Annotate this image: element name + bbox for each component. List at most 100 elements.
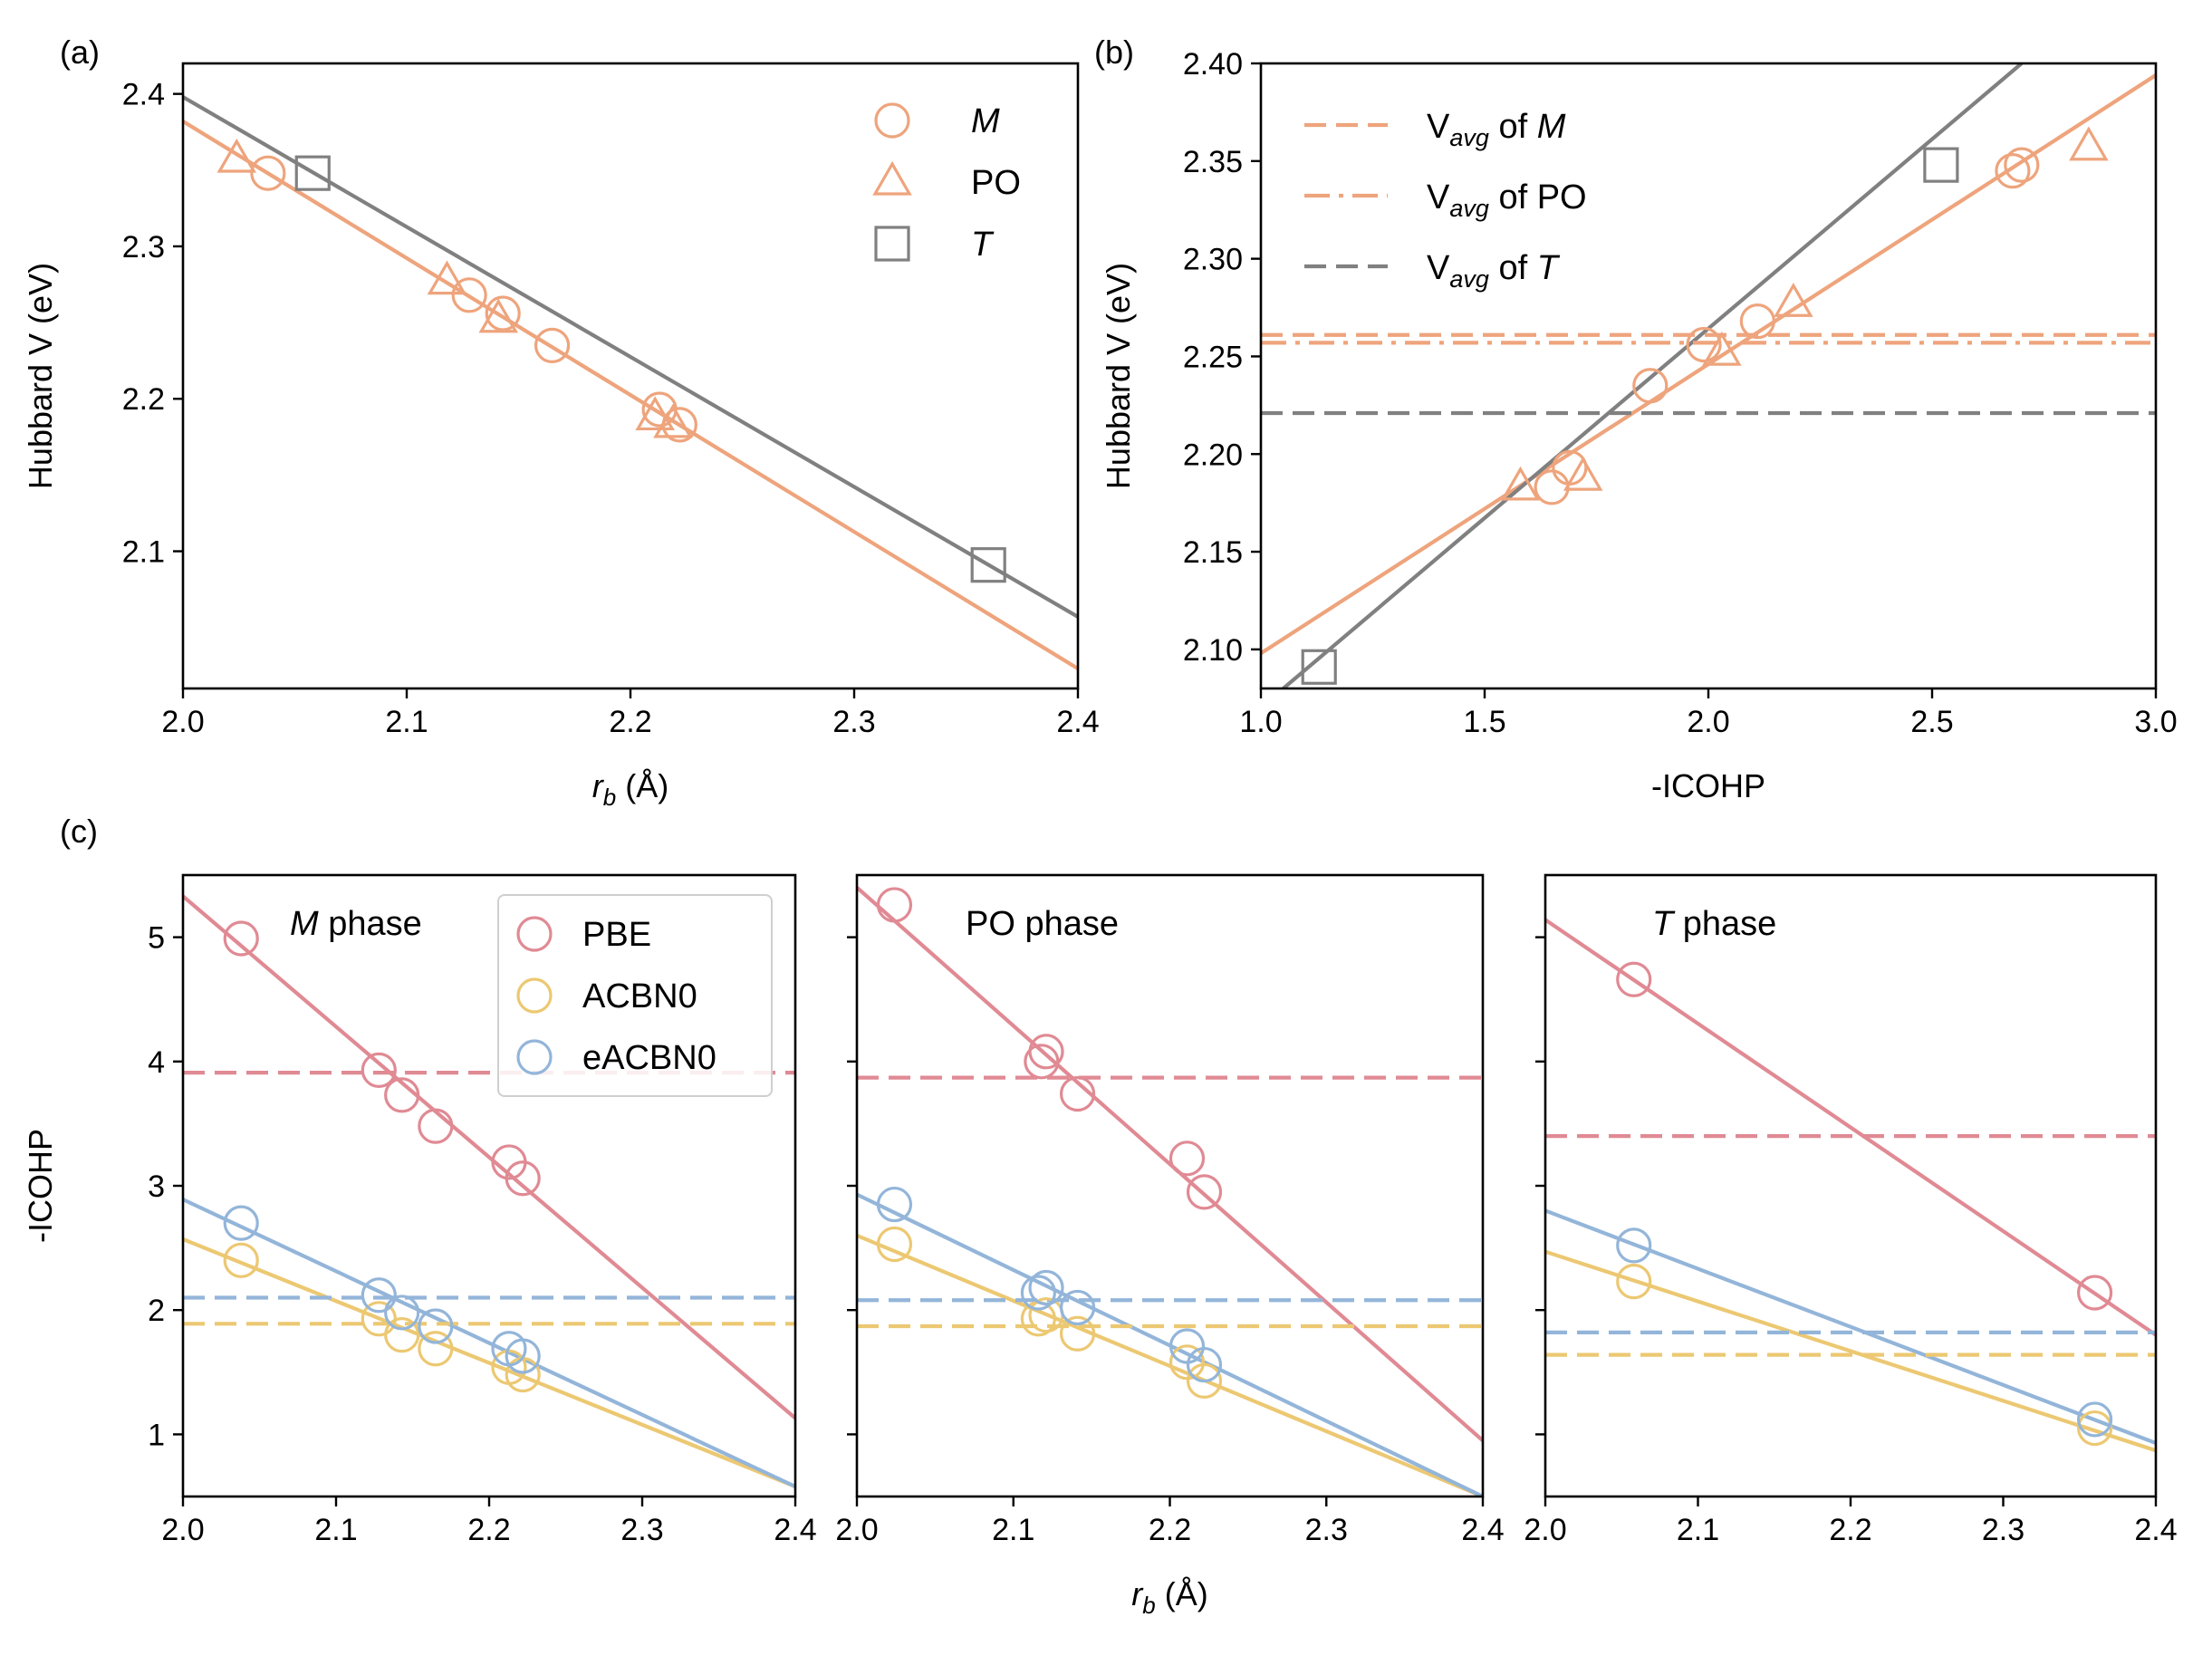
ytick-label-c1-0: 1 [148,1418,165,1452]
point-a-PO-1 [427,260,467,295]
point-c1-PBE-5 [505,1160,541,1197]
line-a-1 [183,95,1078,619]
point-a-T-0 [294,155,331,191]
point-c1-eACBN0-1 [361,1277,397,1314]
point-c1-PBE-3 [418,1108,454,1144]
legend-b-pre-2: V [1427,249,1450,287]
legend-a-label-PO: PO [971,164,1021,202]
xtick-label-c1-4: 2.4 [774,1513,816,1547]
point-b-T-1 [1301,649,1337,685]
legend-c-label-ACBN0: ACBN0 [582,977,697,1015]
legend-c-label-eACBN0: eACBN0 [582,1039,716,1077]
xlabel-c2: rb (Å) [1131,1575,1207,1619]
xlabel-a: rb (Å) [592,767,668,811]
point-a-M-3 [534,327,571,363]
chart-b: 1.0 1.5 2.0 2.5 3.0 2.10 2.15 2.20 2.25 2.30 2.35 2… [1100,47,2178,804]
xlabel-unit-a: (Å) [616,767,668,804]
legend-c-label-PBE: PBE [582,916,651,954]
legend-b-sub-0: avg [1449,124,1489,151]
point-b-PO-1 [1774,283,1813,317]
plot-area-c3 [1545,918,2156,1453]
line-c3-2 [1545,1208,2156,1445]
point-c2-eACBN0-3 [1059,1289,1096,1326]
xtick-label-c1-3: 2.3 [620,1513,663,1547]
point-c2-ACBN0-3 [1059,1315,1096,1352]
xtick-label-c1-0: 2.0 [161,1513,204,1547]
point-c1-ACBN0-0 [223,1242,259,1278]
point-c1-eACBN0-0 [223,1205,259,1241]
xtick-label-c3-1: 2.1 [1677,1513,1719,1547]
point-c1-eACBN0-3 [418,1308,454,1344]
xtick-label-b-3: 2.5 [1910,705,1953,739]
point-b-PO-0 [2069,126,2109,161]
ytick-label-c1-2: 3 [148,1169,165,1204]
legend-c: PBE ACBN0 eACBN0 [497,894,773,1097]
ytick-label-a-2: 2.3 [122,230,165,265]
ylabel-b: Hubbard V (eV) [1100,263,1137,489]
xtick-label-c2-3: 2.3 [1305,1513,1348,1547]
phase-label-it-c3: T [1652,905,1676,943]
xlabel-main-c2: r [1131,1575,1144,1612]
legend-b-label-1: Vavg of PO [1427,178,1587,222]
legend-a-marker-PO [872,160,912,196]
point-c3-eACBN0-0 [1616,1227,1652,1264]
ytick-label-b-1: 2.15 [1183,535,1243,570]
line-c1-0 [183,894,795,1420]
phase-label-c2: PO phase [966,905,1119,943]
ytick-label-b-4: 2.30 [1183,243,1243,277]
xtick-label-c3-3: 2.3 [1982,1513,2024,1547]
xtick-label-c2-4: 2.4 [1461,1513,1504,1547]
xtick-label-a-4: 2.4 [1056,705,1099,739]
line-a-0 [183,120,1078,670]
legend-a-label-T: T [971,226,995,264]
xtick-label-c1-1: 2.1 [314,1513,357,1547]
point-b-PO-4 [1500,466,1541,501]
point-c2-eACBN0-5 [1186,1346,1223,1383]
point-a-PO-2 [478,298,519,333]
legend-b-label-2: Vavg of T [1427,249,1561,293]
point-a-PO-0 [216,138,257,173]
panel-label-b: (b) [1094,34,1134,71]
panel-label-a: (a) [60,34,100,71]
phase-label-rest-c1: phase [319,905,422,943]
point-c2-eACBN0-2 [1028,1269,1064,1306]
point-a-M-1 [451,277,487,313]
ytick-label-b-5: 2.35 [1183,145,1243,179]
ytick-label-a-0: 2.1 [122,535,165,570]
legend-c-marker-ACBN0 [516,977,553,1014]
point-c1-ACBN0-2 [384,1317,420,1353]
legend-a: M PO T [872,102,1021,264]
point-b-M-3 [1686,326,1722,363]
line-c2-0 [857,886,1483,1442]
point-b-T-0 [1923,147,1959,183]
ytick-label-b-2: 2.20 [1183,438,1243,472]
xlabel-unit-c2: (Å) [1156,1575,1208,1612]
point-c2-ACBN0-0 [876,1226,913,1263]
line-c1-2 [183,1198,795,1488]
point-c1-eACBN0-2 [384,1294,420,1331]
chart-c2: 2.0 2.1 2.2 2.3 2.4 rb (Å) PO phase [835,873,1505,1619]
line-b-1 [1282,63,2024,688]
chart-a: 2.0 2.1 2.2 2.3 2.4 2.1 2.2 2.3 2.4 Hubbard V (eV… [22,62,1100,811]
point-b-M-4 [1632,368,1669,404]
xtick-label-a-3: 2.3 [832,705,875,739]
point-c2-PBE-2 [1028,1034,1064,1070]
ytick-label-c1-1: 2 [148,1294,165,1328]
ytick-label-b-3: 2.25 [1183,340,1243,374]
plot-area-c2 [857,886,1483,1497]
xtick-label-b-0: 1.0 [1239,705,1282,739]
legend-b-pre-1: V [1427,178,1450,217]
point-a-PO-3 [635,396,675,431]
xtick-label-c2-0: 2.0 [835,1513,878,1547]
point-c3-PBE-1 [2077,1275,2113,1311]
point-c1-ACBN0-3 [418,1331,454,1367]
point-b-M-1 [2004,147,2040,183]
legend-a-marker-M [874,102,910,139]
point-b-PO-3 [1563,456,1603,491]
xlabel-b: -ICOHP [1651,767,1765,804]
point-b-M-2 [1739,303,1775,340]
legend-b-it-2: T [1537,249,1561,287]
legend-a-label-M: M [971,102,1000,140]
